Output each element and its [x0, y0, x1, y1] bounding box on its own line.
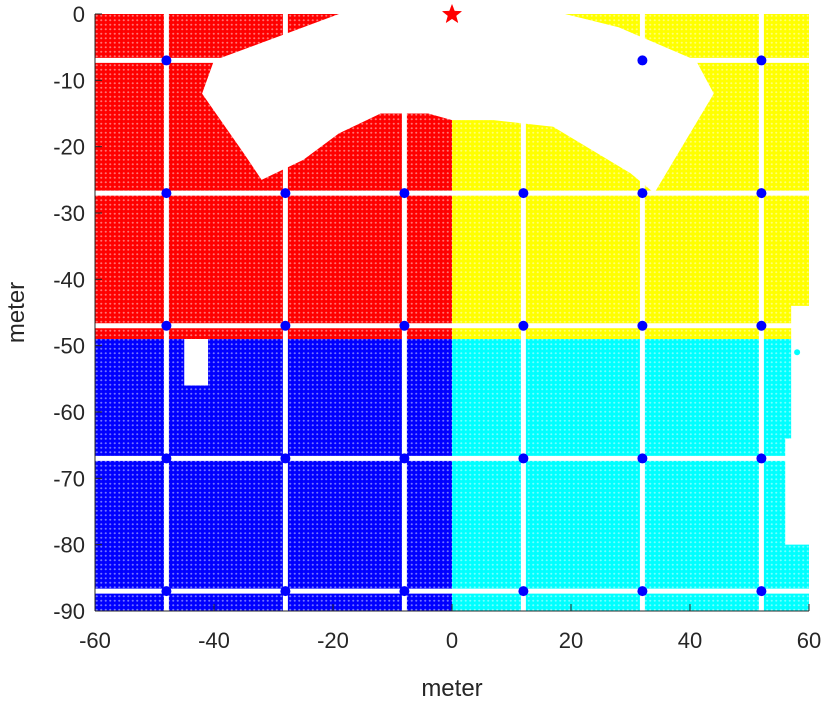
- anchor-node: [756, 586, 767, 597]
- anchor-node: [280, 320, 291, 331]
- y-tick-label: -40: [53, 267, 85, 292]
- anchor-node: [280, 586, 291, 597]
- empty-region-1: [184, 339, 209, 386]
- x-tick-label: 60: [797, 628, 821, 653]
- y-tick-label: -90: [53, 599, 85, 624]
- anchor-node: [518, 586, 529, 597]
- anchor-node: [399, 320, 410, 331]
- anchor-node: [161, 55, 172, 66]
- anchor-node: [161, 320, 172, 331]
- anchor-node: [280, 453, 291, 464]
- anchor-node: [161, 586, 172, 597]
- y-tick-label: -70: [53, 466, 85, 491]
- anchor-node: [756, 55, 767, 66]
- x-tick-label: -60: [79, 628, 111, 653]
- anchor-node: [518, 453, 529, 464]
- anchor-node: [161, 188, 172, 199]
- axes: -60 -40 -20 0 20 40 60 0 -10 -20 -30 -40 -50 -60 -70 -8…: [53, 2, 821, 653]
- x-axis-label: meter: [421, 675, 482, 701]
- y-tick-label: -10: [53, 68, 85, 93]
- anchor-node: [280, 188, 291, 199]
- region-dots-3: [452, 339, 809, 611]
- plot-area: [95, 14, 809, 611]
- source-star-marker: [441, 3, 463, 24]
- y-axis-label: meter: [3, 282, 30, 343]
- y-tick-label: -60: [53, 400, 85, 425]
- y-tick-label: -50: [53, 334, 85, 359]
- anchor-node: [518, 188, 529, 199]
- y-tick-label: -30: [53, 201, 85, 226]
- x-tick-label: -20: [317, 628, 349, 653]
- region-dots-2: [95, 339, 452, 611]
- empty-region-2: [785, 305, 809, 545]
- anchor-node: [399, 586, 410, 597]
- anchor-node: [756, 320, 767, 331]
- anchor-node: [399, 188, 410, 199]
- anchor-node: [637, 586, 648, 597]
- anchor-node: [637, 55, 648, 66]
- y-tick-label: -20: [53, 135, 85, 160]
- y-tick-label: -80: [53, 533, 85, 558]
- anchor-node: [756, 188, 767, 199]
- anchor-node: [756, 453, 767, 464]
- x-tick-label: 40: [678, 628, 702, 653]
- y-tick-label: 0: [73, 2, 85, 27]
- anchor-node: [637, 453, 648, 464]
- x-tick-label: 0: [446, 628, 458, 653]
- anchor-node: [518, 320, 529, 331]
- anchor-node: [399, 453, 410, 464]
- anchor-node: [637, 188, 648, 199]
- x-tick-label: 20: [559, 628, 583, 653]
- x-tick-label: -40: [198, 628, 230, 653]
- anchor-node: [161, 453, 172, 464]
- outlier-point: [794, 349, 801, 356]
- anchor-node: [637, 320, 648, 331]
